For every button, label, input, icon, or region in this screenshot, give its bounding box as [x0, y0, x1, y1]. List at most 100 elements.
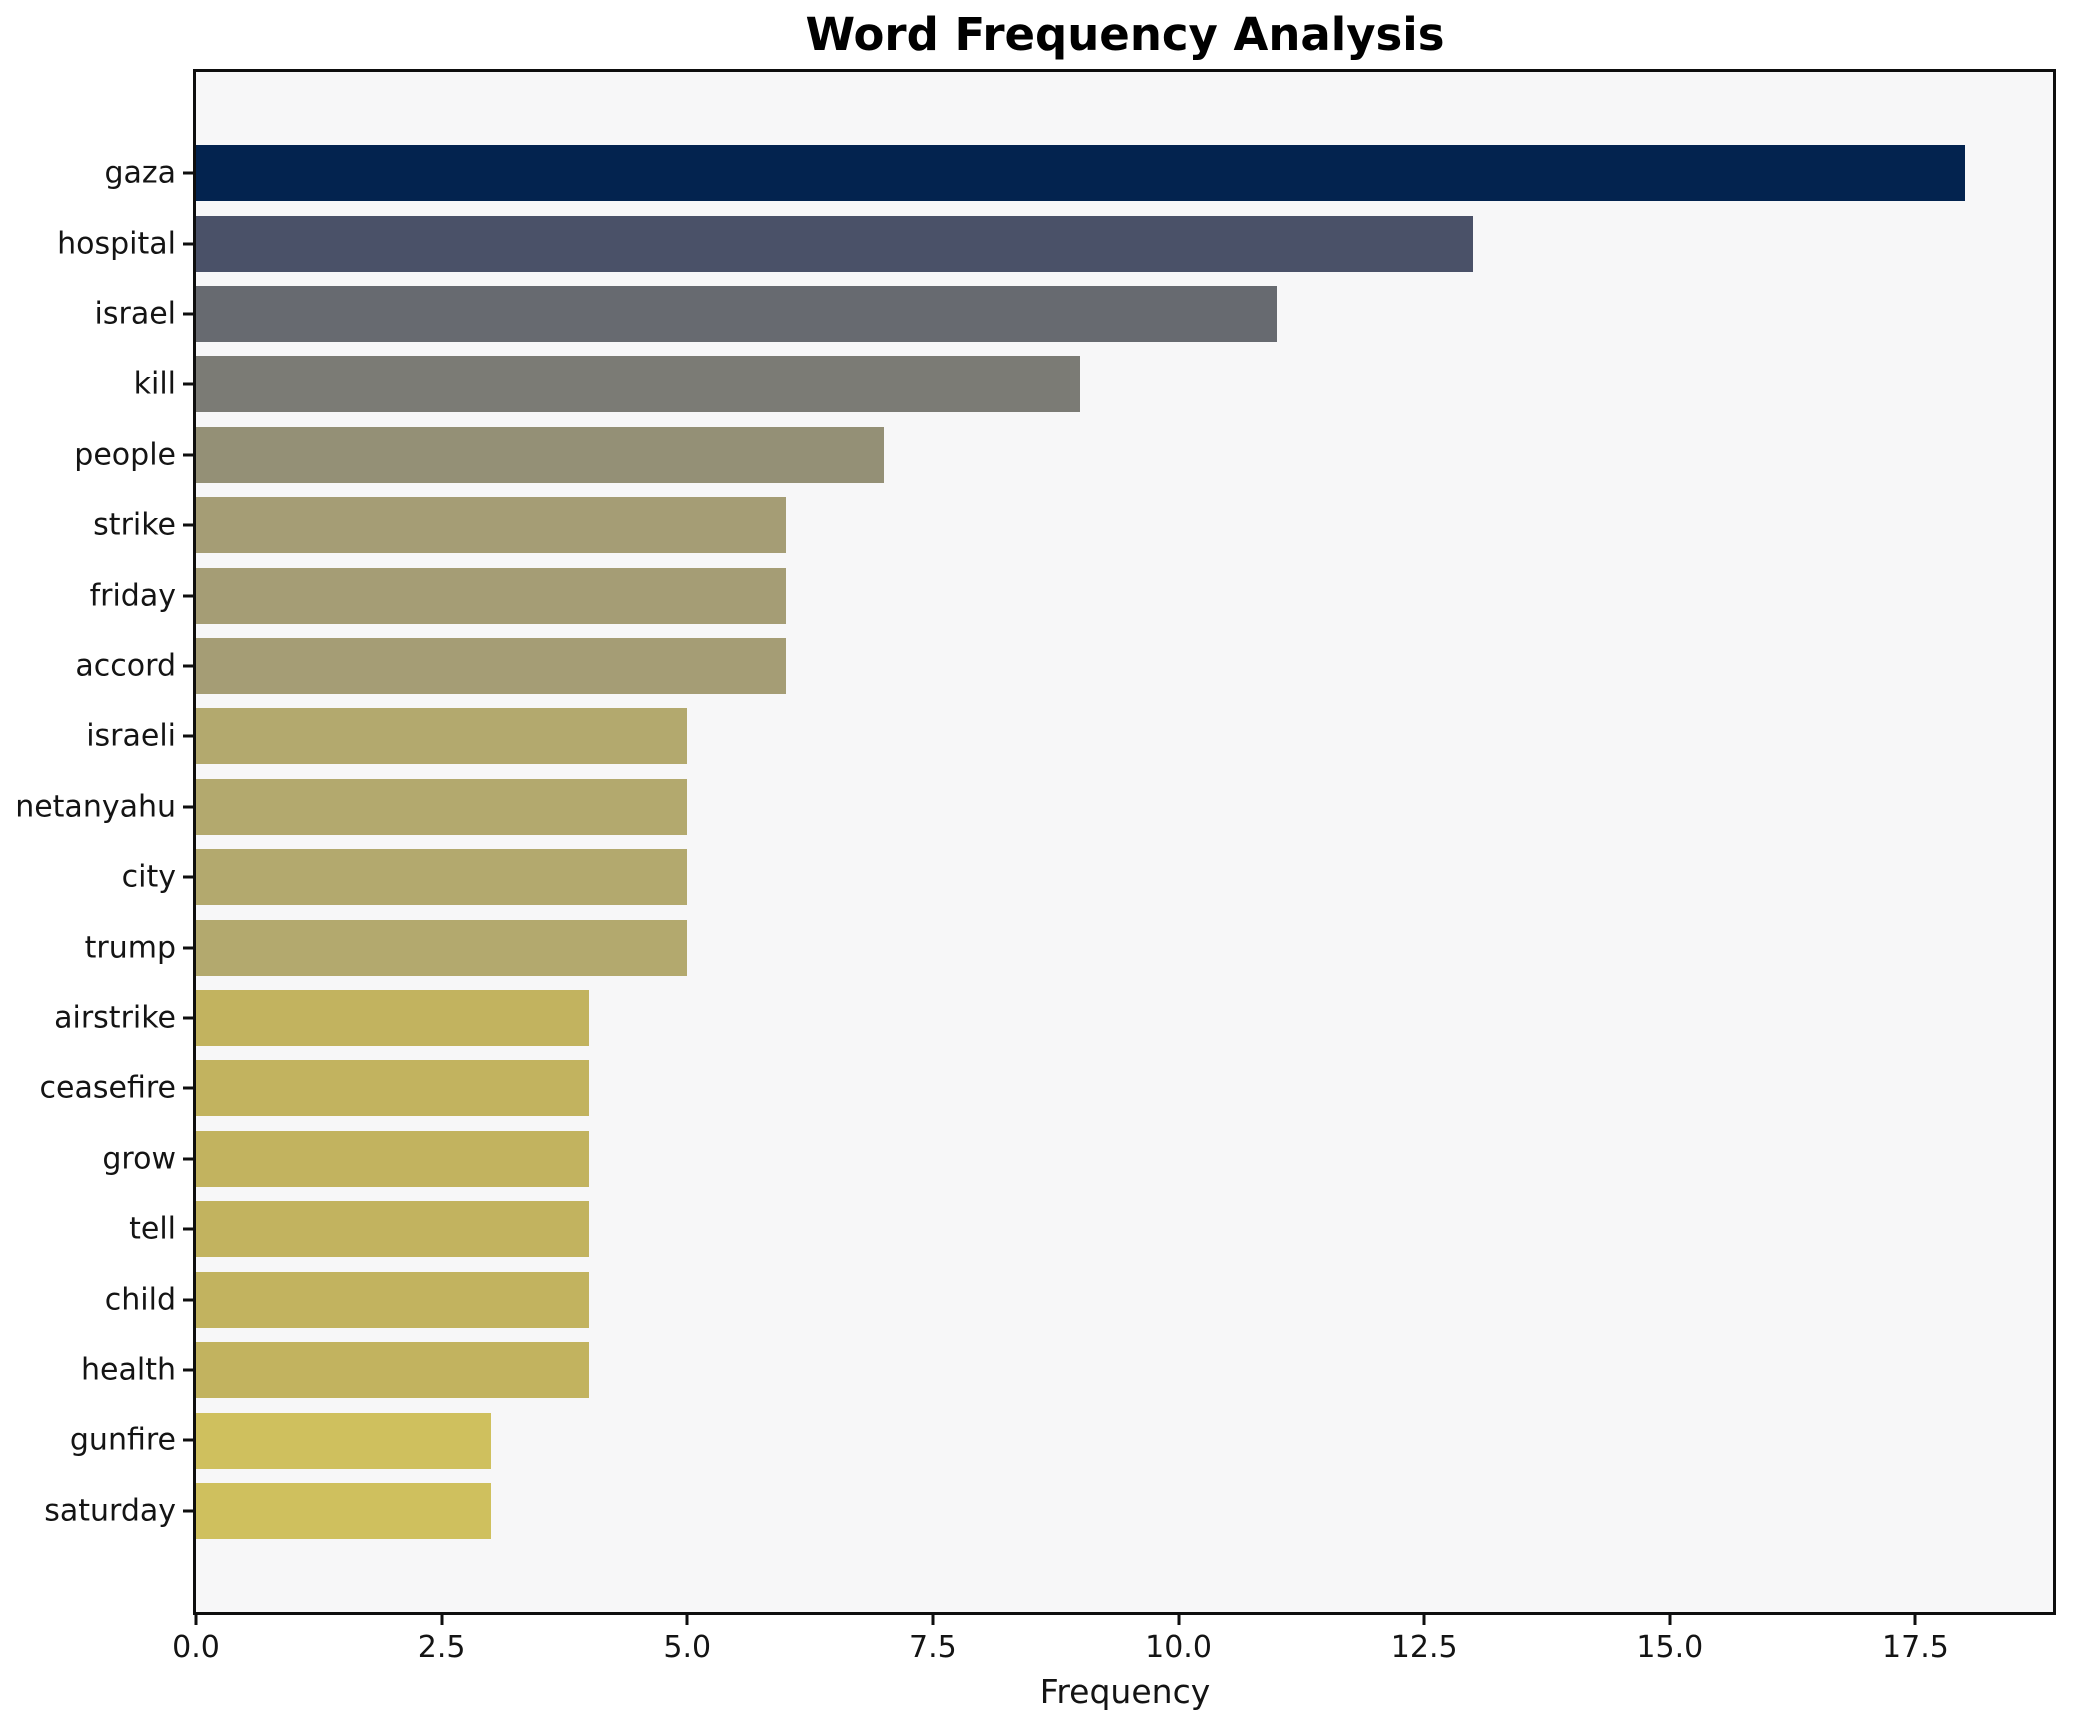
y-tick-label-airstrike: airstrike — [54, 1000, 176, 1036]
y-tick — [183, 1016, 193, 1020]
x-tick-label: 17.5 — [1882, 1630, 1949, 1665]
y-tick — [183, 594, 193, 598]
bar-row — [196, 1476, 2053, 1546]
x-tick-label: 7.5 — [909, 1630, 957, 1665]
y-tick-label-accord: accord — [75, 648, 176, 684]
plot-area — [193, 69, 2056, 1615]
bar-row — [196, 631, 2053, 701]
bar-accord — [196, 638, 786, 695]
y-tick-label-people: people — [74, 437, 176, 473]
bar-people — [196, 426, 884, 483]
x-tick — [685, 1615, 689, 1625]
bar-row — [196, 279, 2053, 349]
x-tick-label: 0.0 — [172, 1630, 220, 1665]
y-tick — [183, 664, 193, 668]
bar-row — [196, 1265, 2053, 1335]
bar-row — [196, 912, 2053, 982]
x-tick — [194, 1615, 198, 1625]
y-tick — [183, 312, 193, 316]
bar-ceasefire — [196, 1060, 590, 1117]
bar-row — [196, 349, 2053, 419]
y-tick-label-netanyahu: netanyahu — [15, 789, 176, 825]
y-tick-label-gaza: gaza — [104, 155, 176, 191]
x-tick-label: 12.5 — [1390, 1630, 1458, 1665]
y-tick-label-city: city — [121, 859, 176, 895]
bar-kill — [196, 356, 1081, 413]
y-tick-label-friday: friday — [89, 578, 176, 614]
chart-title: Word Frequency Analysis — [805, 8, 1445, 61]
bar-gaza — [196, 145, 1965, 202]
y-tick — [183, 805, 193, 809]
bar-row — [196, 1335, 2053, 1405]
y-tick — [183, 382, 193, 386]
bar-hospital — [196, 215, 1474, 272]
bar-row — [196, 772, 2053, 842]
bar-airstrike — [196, 990, 590, 1047]
y-tick — [183, 875, 193, 879]
x-tick-label: 15.0 — [1636, 1630, 1704, 1665]
y-tick — [183, 1157, 193, 1161]
bar-friday — [196, 567, 786, 624]
y-tick-label-hospital: hospital — [57, 226, 176, 262]
y-tick-label-saturday: saturday — [44, 1493, 176, 1529]
y-tick — [183, 946, 193, 950]
bar-trump — [196, 919, 688, 976]
x-tick — [1422, 1615, 1426, 1625]
bar-health — [196, 1342, 590, 1399]
bar-city — [196, 849, 688, 906]
x-axis-label: Frequency — [1039, 1672, 1211, 1711]
y-tick-label-gunfire: gunfire — [69, 1422, 176, 1458]
x-tick-label: 2.5 — [417, 1630, 466, 1665]
bar-strike — [196, 497, 786, 554]
bar-row — [196, 1124, 2053, 1194]
y-tick — [183, 523, 193, 527]
y-tick-label-israel: israel — [94, 296, 176, 332]
y-tick — [183, 1227, 193, 1231]
x-tick-label: 5.0 — [663, 1630, 712, 1665]
bar-row — [196, 1405, 2053, 1475]
bar-row — [196, 208, 2053, 278]
y-tick-label-israeli: israeli — [86, 718, 176, 754]
y-tick-label-tell: tell — [129, 1211, 176, 1247]
bar-gunfire — [196, 1412, 491, 1469]
y-tick — [183, 171, 193, 175]
bar-row — [196, 420, 2053, 490]
y-tick — [183, 1438, 193, 1442]
y-tick — [183, 1298, 193, 1302]
y-tick-label-health: health — [81, 1352, 176, 1388]
bar-grow — [196, 1130, 590, 1187]
bar-row — [196, 701, 2053, 771]
bar-row — [196, 983, 2053, 1053]
y-tick-label-trump: trump — [84, 930, 176, 966]
y-tick-label-kill: kill — [133, 366, 176, 402]
x-tick — [1668, 1615, 1672, 1625]
y-tick — [183, 242, 193, 246]
y-tick-label-ceasefire: ceasefire — [39, 1070, 176, 1106]
y-tick-label-child: child — [104, 1282, 176, 1318]
bar-row — [196, 138, 2053, 208]
bar-child — [196, 1271, 590, 1328]
x-tick — [1913, 1615, 1917, 1625]
bars-layer — [196, 138, 2053, 1546]
bar-israel — [196, 286, 1277, 343]
y-tick — [183, 1368, 193, 1372]
x-tick — [931, 1615, 935, 1625]
y-tick-label-strike: strike — [93, 507, 176, 543]
bar-row — [196, 560, 2053, 630]
y-tick — [183, 1086, 193, 1090]
y-tick-label-grow: grow — [102, 1141, 176, 1177]
x-tick — [1177, 1615, 1181, 1625]
bar-row — [196, 1194, 2053, 1264]
bar-netanyahu — [196, 778, 688, 835]
bar-israeli — [196, 708, 688, 765]
bar-tell — [196, 1201, 590, 1258]
bar-saturday — [196, 1482, 491, 1539]
x-tick — [440, 1615, 444, 1625]
bar-row — [196, 1053, 2053, 1123]
y-tick — [183, 734, 193, 738]
bar-row — [196, 842, 2053, 912]
x-tick-label: 10.0 — [1145, 1630, 1212, 1665]
y-tick — [183, 1509, 193, 1513]
y-tick — [183, 453, 193, 457]
